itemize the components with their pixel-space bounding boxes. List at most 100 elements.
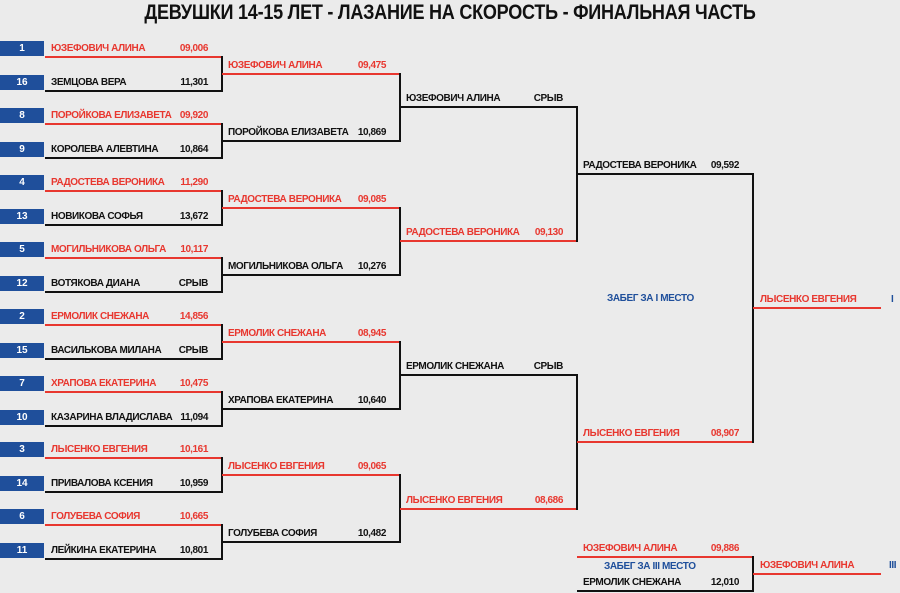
seed-badge: 3 (0, 442, 44, 457)
bracket-line (45, 56, 222, 58)
bracket-line (45, 90, 222, 92)
athlete-name[interactable]: ЗЕМЦОВА ВЕРА (51, 77, 127, 88)
athlete-time: СРЫВ (178, 278, 209, 289)
bracket-line (222, 474, 400, 476)
athlete-name[interactable]: ЕРМОЛИК СНЕЖАНА (406, 361, 504, 372)
athlete-time: 10,801 (179, 545, 209, 556)
bracket-line (400, 240, 577, 242)
bracket-line (577, 556, 753, 558)
seed-badge: 8 (0, 108, 44, 123)
seed-badge: 12 (0, 276, 44, 291)
place-label-third: III (889, 560, 897, 571)
athlete-name[interactable]: ЕРМОЛИК СНЕЖАНА (228, 328, 326, 339)
athlete-name[interactable]: ЛЕЙКИНА ЕКАТЕРИНА (51, 545, 157, 556)
athlete-name[interactable]: КАЗАРИНА ВЛАДИСЛАВА (51, 412, 173, 423)
athlete-time: 11,094 (180, 412, 208, 423)
athlete-name[interactable]: РАДОСТЕВА ВЕРОНИКА (228, 194, 342, 205)
bracket-line (400, 508, 577, 510)
athlete-time: 08,686 (534, 495, 564, 506)
seed-badge: 7 (0, 376, 44, 391)
athlete-name[interactable]: НОВИКОВА СОФЬЯ (51, 211, 143, 222)
athlete-time: 10,640 (357, 395, 387, 406)
athlete-time: 08,945 (357, 328, 387, 339)
athlete-time: 09,920 (179, 110, 209, 121)
athlete-time: 10,161 (179, 444, 209, 455)
bracket-line (577, 441, 753, 443)
seed-badge: 13 (0, 209, 44, 224)
athlete-time: 09,592 (710, 160, 740, 171)
athlete-time: 09,065 (357, 461, 387, 472)
athlete-time: 10,276 (357, 261, 387, 272)
bracket-line (222, 541, 400, 543)
third-winner-name[interactable]: ЮЗЕФОВИЧ АЛИНА (760, 560, 855, 571)
athlete-name[interactable]: ХРАПОВА ЕКАТЕРИНА (51, 378, 157, 389)
bracket-line (45, 558, 222, 560)
athlete-time: 10,869 (357, 127, 387, 138)
athlete-name[interactable]: ЛЫСЕНКО ЕВГЕНИЯ (228, 461, 325, 472)
bracket-line (222, 274, 400, 276)
athlete-name[interactable]: ЕРМОЛИК СНЕЖАНА (583, 577, 681, 588)
athlete-time: 14,856 (179, 311, 209, 322)
bracket-line (222, 408, 400, 410)
athlete-name[interactable]: РАДОСТЕВА ВЕРОНИКА (406, 227, 520, 238)
athlete-time: 10,475 (179, 378, 209, 389)
athlete-name[interactable]: ВОТЯКОВА ДИАНА (51, 278, 140, 289)
athlete-name[interactable]: ЕРМОЛИК СНЕЖАНА (51, 311, 149, 322)
seed-badge: 14 (0, 476, 44, 491)
athlete-name[interactable]: РАДОСТЕВА ВЕРОНИКА (51, 177, 165, 188)
place-label-first: I (891, 294, 894, 305)
bracket-line (45, 391, 222, 393)
athlete-name[interactable]: ЛЫСЕНКО ЕВГЕНИЯ (583, 428, 680, 439)
bracket-line (222, 73, 400, 75)
bracket-line (45, 224, 222, 226)
athlete-time: 09,886 (710, 543, 740, 554)
athlete-time: 11,290 (180, 177, 208, 188)
athlete-name[interactable]: ПОРОЙКОВА ЕЛИЗАВЕТА (228, 127, 349, 138)
athlete-name[interactable]: ЮЗЕФОВИЧ АЛИНА (406, 93, 501, 104)
bracket-line (45, 123, 222, 125)
athlete-time: 09,130 (534, 227, 564, 238)
third-place-label: ЗАБЕГ ЗА III МЕСТО (604, 561, 696, 572)
athlete-time: 10,117 (180, 244, 208, 255)
athlete-name[interactable]: КОРОЛЕВА АЛЕВТИНА (51, 144, 159, 155)
athlete-name[interactable]: ЛЫСЕНКО ЕВГЕНИЯ (406, 495, 503, 506)
athlete-name[interactable]: ЮЗЕФОВИЧ АЛИНА (228, 60, 323, 71)
athlete-name[interactable]: ЮЗЕФОВИЧ АЛИНА (51, 43, 146, 54)
athlete-time: 10,959 (179, 478, 209, 489)
bracket-line (577, 590, 753, 592)
athlete-name[interactable]: ГОЛУБЕВА СОФИЯ (228, 528, 317, 539)
seed-badge: 2 (0, 309, 44, 324)
athlete-time: 13,672 (179, 211, 209, 222)
bracket-line (222, 140, 400, 142)
bracket-line (45, 358, 222, 360)
third-winner-line (753, 573, 881, 575)
athlete-time: 09,475 (357, 60, 387, 71)
athlete-name[interactable]: ЮЗЕФОВИЧ АЛИНА (583, 543, 678, 554)
athlete-name[interactable]: ХРАПОВА ЕКАТЕРИНА (228, 395, 334, 406)
athlete-name[interactable]: ПРИВАЛОВА КСЕНИЯ (51, 478, 153, 489)
athlete-time: 11,301 (180, 77, 208, 88)
athlete-time: 09,006 (179, 43, 209, 54)
seed-badge: 10 (0, 410, 44, 425)
athlete-name[interactable]: МОГИЛЬНИКОВА ОЛЬГА (228, 261, 343, 272)
athlete-name[interactable]: ЛЫСЕНКО ЕВГЕНИЯ (51, 444, 148, 455)
final-label: ЗАБЕГ ЗА I МЕСТО (607, 293, 694, 304)
final-winner-name[interactable]: ЛЫСЕНКО ЕВГЕНИЯ (760, 294, 857, 305)
seed-badge: 11 (0, 543, 44, 558)
athlete-name[interactable]: РАДОСТЕВА ВЕРОНИКА (583, 160, 697, 171)
seed-badge: 15 (0, 343, 44, 358)
bracket-line (45, 257, 222, 259)
athlete-name[interactable]: ВАСИЛЬКОВА МИЛАНА (51, 345, 162, 356)
seed-badge: 9 (0, 142, 44, 157)
athlete-name[interactable]: ГОЛУБЕВА СОФИЯ (51, 511, 140, 522)
seed-badge: 6 (0, 509, 44, 524)
bracket-line (45, 457, 222, 459)
bracket-line (45, 324, 222, 326)
page-title: ДЕВУШКИ 14-15 ЛЕТ - ЛАЗАНИЕ НА СКОРОСТЬ … (144, 1, 756, 24)
bracket-line (577, 173, 753, 175)
bracket-line (45, 491, 222, 493)
athlete-name[interactable]: ПОРОЙКОВА ЕЛИЗАВЕТА (51, 110, 172, 121)
athlete-time: СРЫВ (178, 345, 209, 356)
athlete-name[interactable]: МОГИЛЬНИКОВА ОЛЬГА (51, 244, 166, 255)
bracket-line (45, 157, 222, 159)
